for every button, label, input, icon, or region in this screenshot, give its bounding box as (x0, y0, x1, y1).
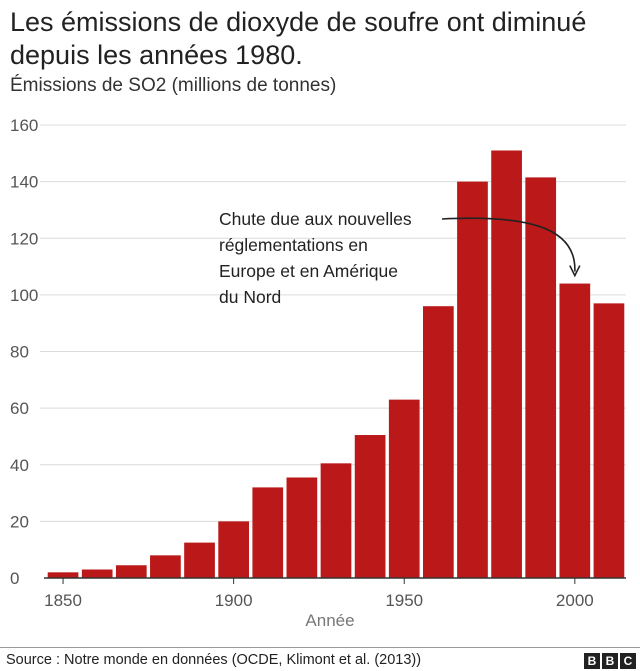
y-tick-label: 160 (10, 116, 38, 135)
bar (388, 399, 420, 578)
bar (593, 303, 625, 578)
x-axis-title: Année (305, 611, 354, 630)
y-tick-label: 120 (10, 229, 38, 248)
y-tick-label: 80 (10, 343, 29, 362)
bar (559, 283, 591, 578)
bar (252, 487, 284, 578)
annotation-text: du Nord (219, 287, 281, 307)
annotation-text: Chute due aux nouvelles (219, 209, 412, 229)
bbc-logo: B B C (584, 653, 636, 669)
logo-letter: C (620, 653, 636, 669)
bar (47, 572, 79, 578)
annotation-arrow (441, 217, 576, 272)
x-tick-label: 1850 (44, 591, 82, 610)
chart-subtitle: Émissions de SO2 (millions de tonnes) (10, 75, 337, 96)
chart-title: Les émissions de dioxyde de soufre ont d… (10, 7, 587, 70)
bar (491, 150, 522, 578)
x-tick-label: 2000 (556, 591, 594, 610)
y-tick-label: 40 (10, 456, 29, 475)
bar (218, 521, 249, 578)
source-note: Source : Notre monde en données (OCDE, K… (6, 652, 422, 668)
arrow-head-icon (569, 265, 581, 278)
bar (457, 181, 488, 578)
y-tick-label: 20 (10, 512, 29, 531)
footer-divider (0, 647, 640, 648)
bar (320, 463, 352, 578)
annotation-text: réglementations en (219, 235, 368, 255)
bar (115, 565, 147, 578)
bar (525, 177, 557, 579)
x-tick-label: 1950 (385, 591, 423, 610)
annotation-text: Europe et en Amérique (219, 261, 398, 281)
bar (81, 569, 113, 578)
y-tick-label: 100 (10, 286, 38, 305)
logo-letter: B (602, 653, 618, 669)
y-tick-label: 60 (10, 399, 29, 418)
x-tick-label: 1900 (215, 591, 253, 610)
bar-chart: 0 20 40 60 80 100 120 140 160 1850 1900 1950 2000 Ann… (10, 116, 626, 630)
y-tick-label: 140 (10, 173, 38, 192)
bar (184, 542, 215, 578)
bar (423, 306, 454, 578)
bar (354, 435, 386, 578)
logo-letter: B (584, 653, 600, 669)
bar (286, 477, 318, 578)
bar (150, 555, 181, 578)
y-tick-label: 0 (10, 569, 19, 588)
